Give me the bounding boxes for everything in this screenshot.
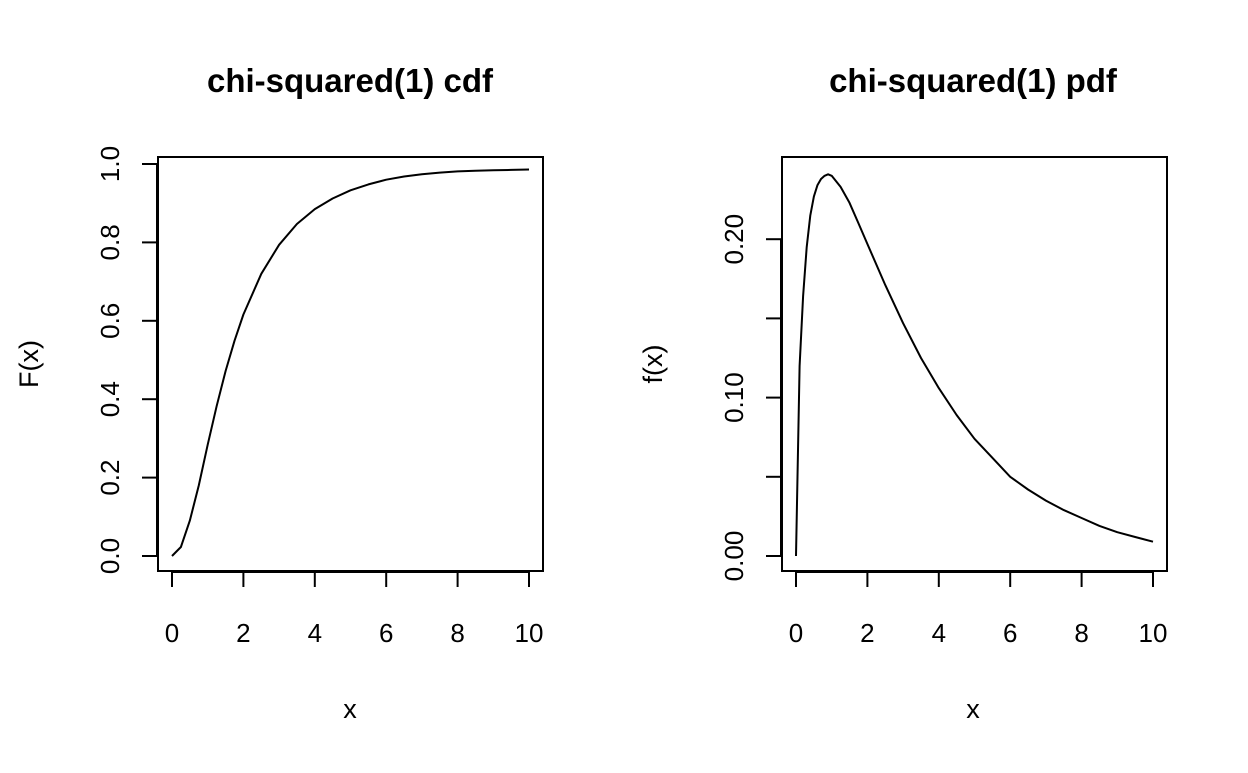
panel-2-x-axis-label: x (966, 694, 980, 724)
panel-1-series-line (171, 168, 530, 557)
panel-1-title: chi-squared(1) cdf (207, 62, 494, 99)
panel-2-title: chi-squared(1) pdf (829, 62, 1118, 99)
panel-2-y-tick-label: 0.10 (719, 372, 749, 423)
panel-1-y-tick-label: 1.0 (95, 146, 125, 182)
panel-1-y-tick-label: 0.8 (95, 224, 125, 260)
panel-1-x-tick-label: 6 (379, 618, 393, 648)
panel-1-x-tick-label: 10 (515, 618, 544, 648)
panel-2-y-tick-label: 0.00 (719, 531, 749, 582)
panel-2-x-tick-label: 8 (1074, 618, 1088, 648)
panel-1-x-tick-label: 2 (236, 618, 250, 648)
panel-2-plot-frame (781, 156, 1168, 572)
panel-1-x-axis-label: x (343, 694, 357, 724)
panel-2-group: chi-squared(1) pdf x f(x) 0 2 4 6 8 10 0.00 0.10 0.… (638, 62, 1168, 724)
panel-2-x-tick-label: 6 (1003, 618, 1017, 648)
panel-2-x-tick-label: 2 (860, 618, 874, 648)
panel-2-x-tick-label: 10 (1139, 618, 1168, 648)
panel-2-y-tick-label: 0.20 (719, 214, 749, 265)
panel-1-y-tick-label: 0.4 (95, 381, 125, 417)
panel-2-y-axis-label: f(x) (638, 345, 668, 384)
panel-1-y-tick-label: 0.2 (95, 460, 125, 496)
panel-1-x-tick-label: 4 (308, 618, 322, 648)
panel-1-x-tick-label: 8 (450, 618, 464, 648)
panel-1-y-axis-label: F(x) (14, 340, 44, 388)
panel-2-x-tick-label: 4 (932, 618, 946, 648)
panel-1-y-tick-label: 0.6 (95, 303, 125, 339)
panel-2-series-line (795, 173, 1154, 557)
panel-1-y-tick-label: 0.0 (95, 538, 125, 574)
panel-2-x-tick-label: 0 (789, 618, 803, 648)
panel-1-group: chi-squared(1) cdf x F(x) 0 2 4 6 8 10 0.0 0.2 0.4 0… (14, 62, 544, 724)
panel-1-x-tick-label: 0 (165, 618, 179, 648)
panel-1-plot-frame (157, 156, 544, 572)
